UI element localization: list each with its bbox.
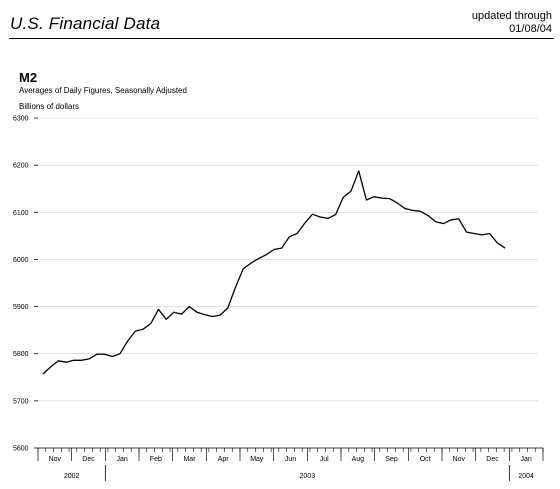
x-month-label: Jun	[285, 456, 296, 463]
y-tick-label: 6200	[13, 163, 29, 170]
x-month-label: Jan	[117, 456, 128, 463]
x-axis: Nov Dec Jan Feb Mar Apr May Jun Jul Aug Sep Oct Nov D…	[38, 448, 543, 481]
y-tick-label: 6300	[13, 116, 29, 123]
x-month-label: Sep	[385, 456, 398, 463]
x-month-label: Jul	[320, 456, 329, 463]
x-month-label: Feb	[150, 456, 162, 463]
x-month-label: Nov	[49, 456, 62, 463]
y-tick-label: 5900	[13, 304, 29, 311]
x-month-label: Mar	[183, 456, 196, 463]
x-month-label: Jan	[521, 456, 532, 463]
x-month-label: May	[250, 456, 264, 463]
x-month-label: Dec	[82, 456, 95, 463]
y-tick-label: 5600	[13, 446, 29, 453]
y-tick-label: 5700	[13, 398, 29, 405]
x-year-label: 2004	[518, 473, 534, 480]
gridlines	[38, 118, 538, 448]
series-layer	[43, 171, 505, 374]
x-month-label: Aug	[352, 456, 365, 463]
x-month-label: Oct	[420, 456, 431, 463]
x-year-label: 2002	[64, 473, 80, 480]
y-tick-label: 6100	[13, 210, 29, 217]
y-axis-ticks: 5600 5700 5800 5900 6000 6100 6200 6300	[13, 116, 38, 453]
x-month-label: Apr	[218, 456, 230, 463]
x-month-label: Nov	[453, 456, 466, 463]
m2-series-line	[43, 171, 505, 374]
x-year-label: 2003	[300, 473, 316, 480]
y-tick-label: 6000	[13, 257, 29, 264]
x-month-label: Dec	[486, 456, 499, 463]
y-tick-label: 5800	[13, 351, 29, 358]
